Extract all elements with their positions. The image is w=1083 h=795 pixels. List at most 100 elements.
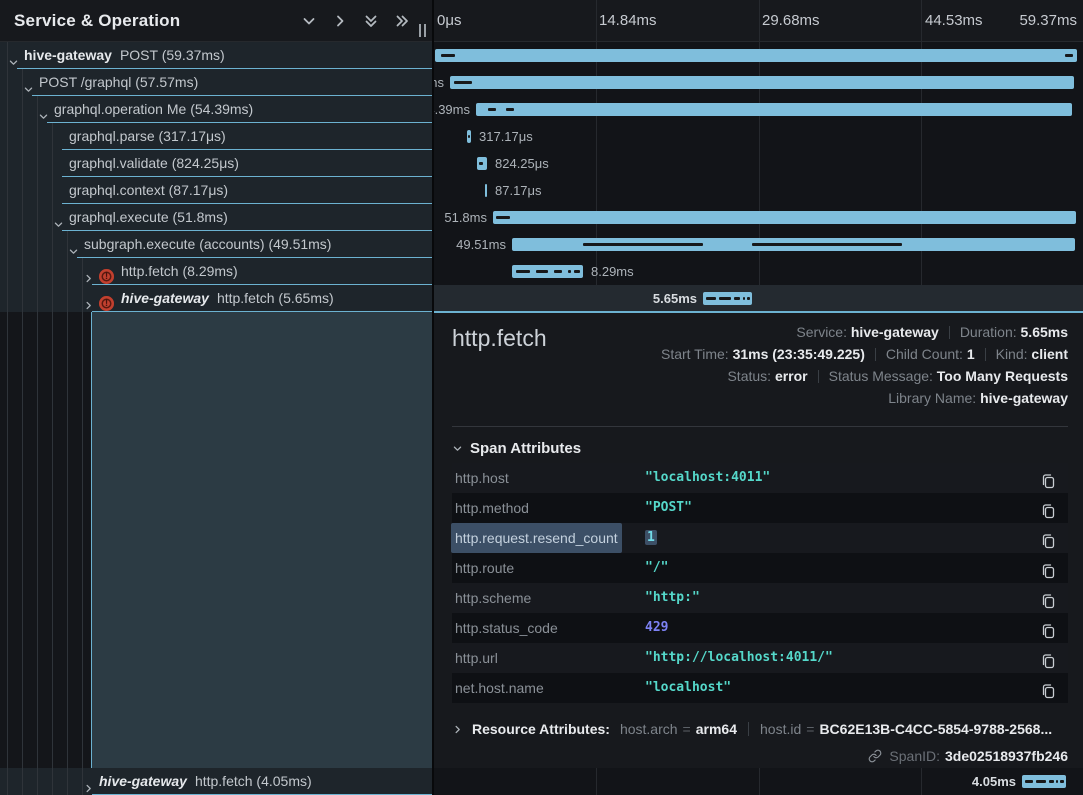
expand-all-icon[interactable] xyxy=(363,13,379,29)
child-span-mark xyxy=(1065,54,1073,57)
meta-value: hive-gateway xyxy=(980,390,1068,406)
attribute-key: http.method xyxy=(455,493,529,523)
copy-icon[interactable] xyxy=(1040,500,1056,516)
child-span-mark xyxy=(496,216,510,219)
error-icon: ! xyxy=(99,269,114,284)
copy-icon[interactable] xyxy=(1040,650,1056,666)
span-attributes-header[interactable]: Span Attributes xyxy=(452,440,581,457)
selected-span-highlight xyxy=(91,312,432,768)
child-span-mark xyxy=(752,243,902,246)
panel-resize-handle[interactable] xyxy=(418,24,428,37)
collapse-all-icon[interactable] xyxy=(394,13,410,29)
collapse-one-level-icon[interactable] xyxy=(332,13,348,29)
operation-label: http.fetch (4.05ms) xyxy=(195,773,312,789)
child-span-mark xyxy=(1036,780,1046,783)
detail-meta-line: Status: error Status Message: Too Many Re… xyxy=(661,365,1068,387)
chevron-down-icon[interactable] xyxy=(23,77,34,88)
span-bar[interactable] xyxy=(1022,775,1066,788)
meta-label: Start Time: xyxy=(661,346,733,362)
span-bar[interactable] xyxy=(703,292,752,305)
attribute-value: "localhost:4011" xyxy=(645,463,770,493)
resource-attributes-header[interactable]: Resource Attributes: xyxy=(472,721,610,737)
child-span-mark xyxy=(516,270,530,273)
resource-value: arm64 xyxy=(696,721,737,737)
span-bar[interactable] xyxy=(485,184,487,197)
span-tree-row[interactable]: !hive-gatewayhttp.fetch (5.65ms) xyxy=(0,285,432,312)
timeline-panel: 0μs14.84ms29.68ms44.53ms59.37ms http.fet… xyxy=(434,0,1083,795)
meta-value: error xyxy=(775,368,808,384)
attribute-value: "localhost" xyxy=(645,673,731,703)
span-tree-row[interactable]: graphql.context (87.17μs) xyxy=(0,177,432,204)
copy-icon[interactable] xyxy=(1040,680,1056,696)
span-tree-row[interactable]: hive-gatewayPOST (59.37ms) xyxy=(0,42,432,69)
span-tree-row[interactable]: graphql.validate (824.25μs) xyxy=(0,150,432,177)
child-span-mark xyxy=(706,297,716,300)
span-bar[interactable] xyxy=(467,130,471,143)
waterfall-row: 59.37ms xyxy=(434,42,1083,69)
expand-one-level-icon[interactable] xyxy=(301,13,317,29)
timeline-tick-label: 29.68ms xyxy=(762,0,820,42)
timeline-gridline xyxy=(759,0,760,42)
span-tree-row[interactable]: subgraph.execute (accounts) (49.51ms) xyxy=(0,231,432,258)
copy-icon[interactable] xyxy=(1040,470,1056,486)
timeline-ruler: 0μs14.84ms29.68ms44.53ms59.37ms xyxy=(434,0,1083,42)
span-tree-row[interactable]: graphql.parse (317.17μs) xyxy=(0,123,432,150)
span-bar[interactable] xyxy=(476,103,1072,116)
chevron-down-icon[interactable] xyxy=(8,50,19,61)
timeline-gridline xyxy=(596,0,597,42)
chevron-right-icon[interactable] xyxy=(83,266,94,277)
span-detail-title: http.fetch xyxy=(452,325,547,352)
span-id-label: SpanID: xyxy=(889,748,940,764)
chevron-right-icon[interactable] xyxy=(83,293,94,304)
chevron-down-icon[interactable] xyxy=(68,239,79,250)
meta-label: Status Message: xyxy=(829,368,937,384)
span-bar[interactable] xyxy=(493,211,1076,224)
copy-icon[interactable] xyxy=(1040,590,1056,606)
link-icon[interactable] xyxy=(868,745,882,759)
span-tree-row[interactable]: graphql.execute (51.8ms) xyxy=(0,204,432,231)
attribute-row: http.host"localhost:4011" xyxy=(452,463,1068,493)
operation-label: POST /graphql (57.57ms) xyxy=(39,74,198,90)
copy-icon[interactable] xyxy=(1040,620,1056,636)
child-span-mark xyxy=(441,54,455,57)
span-tree-panel: Service & Operation hive-gatewayPOST (59… xyxy=(0,0,434,795)
span-bar[interactable] xyxy=(435,49,1077,62)
span-tree-row[interactable]: POST /graphql (57.57ms) xyxy=(0,69,432,96)
span-duration-label: 49.51ms xyxy=(456,231,506,258)
attribute-key: http.route xyxy=(455,553,514,583)
child-span-mark xyxy=(719,297,731,300)
chevron-down-icon[interactable] xyxy=(38,104,49,115)
span-row-label: hive-gatewayPOST (59.37ms) xyxy=(24,42,225,68)
attribute-value: 429 xyxy=(645,613,668,643)
chevron-right-icon[interactable] xyxy=(83,776,94,787)
meta-separator xyxy=(985,348,986,361)
attribute-value: "POST" xyxy=(645,493,692,523)
span-bar[interactable] xyxy=(512,238,1075,251)
meta-value: Too Many Requests xyxy=(937,368,1068,384)
meta-value: 5.65ms xyxy=(1021,324,1068,340)
child-span-mark xyxy=(583,243,703,246)
meta-value: 1 xyxy=(967,346,975,362)
waterfall-row: 54.39ms xyxy=(434,96,1083,123)
span-duration-label: 57.57ms xyxy=(434,69,444,96)
span-tree-row[interactable]: hive-gateway http.fetch (4.05ms) xyxy=(0,768,432,795)
resource-separator xyxy=(748,722,749,736)
attribute-value: "/" xyxy=(645,553,668,583)
span-tree-row[interactable]: !http.fetch (8.29ms) xyxy=(0,258,432,285)
waterfall-row: 87.17μs xyxy=(434,177,1083,204)
copy-icon[interactable] xyxy=(1040,530,1056,546)
meta-label: Library Name: xyxy=(888,390,980,406)
meta-label: Status: xyxy=(727,368,774,384)
meta-value: 31ms (23:35:49.225) xyxy=(733,346,865,362)
chevron-down-icon[interactable] xyxy=(53,212,64,223)
chevron-right-icon[interactable] xyxy=(452,716,463,727)
span-bar[interactable] xyxy=(450,76,1074,89)
span-bar[interactable] xyxy=(512,265,583,278)
timeline-tick-label: 59.37ms xyxy=(1019,0,1077,42)
service-name: hive-gateway xyxy=(99,773,187,789)
copy-icon[interactable] xyxy=(1040,560,1056,576)
span-tree-row[interactable]: graphql.operation Me (54.39ms) xyxy=(0,96,432,123)
span-bar[interactable] xyxy=(477,157,487,170)
span-duration-label: 5.65ms xyxy=(653,285,697,312)
span-row-label: POST /graphql (57.57ms) xyxy=(39,69,198,95)
